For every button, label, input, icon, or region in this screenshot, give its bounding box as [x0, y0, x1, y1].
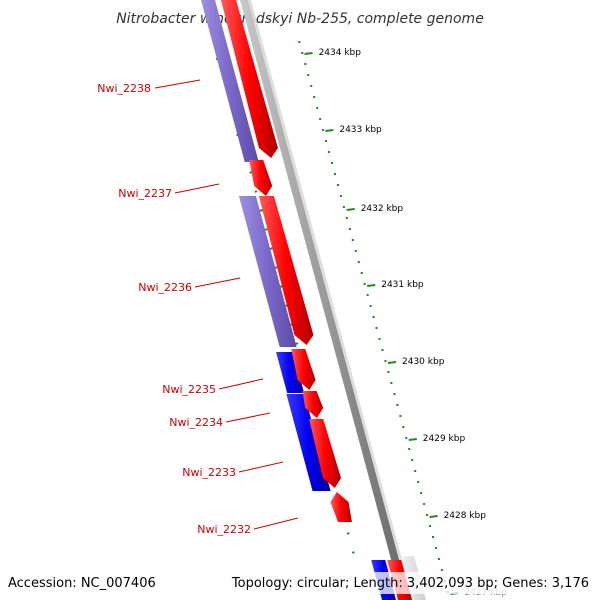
- scale-major-tick: [325, 129, 334, 132]
- gene-label-leader: [218, 378, 264, 390]
- scale-tick-track: [298, 41, 449, 593]
- gene-label-leaders: [154, 79, 299, 530]
- gene-nwi-2238-feature: [201, 0, 259, 162]
- gene-nwi-2232-feature: [330, 492, 352, 522]
- inner-tick: [249, 171, 253, 174]
- map-title: Nitrobacter winogradskyi Nb-255, complet…: [116, 11, 484, 27]
- gene-label-nwi-2233: Nwi_2233: [182, 466, 236, 479]
- scale-major-tick: [429, 515, 438, 518]
- gene-forward-feature: [258, 196, 314, 345]
- gene-forward-feature: [302, 391, 324, 418]
- backbone-ring-edge: [248, 0, 413, 600]
- gene-label-leader: [225, 412, 271, 423]
- scale-label: 2431 kbp: [381, 280, 424, 290]
- scale-label: 2428 kbp: [444, 511, 487, 521]
- inner-tick: [269, 247, 273, 250]
- inner-tick: [346, 532, 350, 535]
- gene-label-nwi-2234: Nwi_2234: [169, 416, 223, 429]
- scale-major-tick: [367, 284, 376, 287]
- gene-label-nwi-2235: Nwi_2235: [162, 383, 216, 396]
- gene-nwi-2237-feature: [249, 160, 273, 196]
- gene-label-leader: [253, 517, 299, 530]
- gene-features: [201, 0, 426, 600]
- scale-major-tick: [346, 208, 355, 211]
- gene-nwi-2235-feature: [276, 352, 305, 393]
- scale-label: 2430 kbp: [402, 357, 445, 367]
- accession-label: Accession: NC_007406: [8, 576, 156, 591]
- gene-label-leader: [238, 461, 284, 473]
- scale-major-tick: [304, 52, 313, 55]
- inner-tick: [264, 228, 268, 231]
- gene-nwi-2233-feature: [309, 419, 342, 488]
- inner-tick: [254, 190, 258, 193]
- gene-label-leader: [194, 277, 241, 288]
- gene-nwi-2236-feature: [238, 196, 297, 347]
- gene-label-leader: [154, 79, 201, 89]
- gene-label-nwi-2232: Nwi_2232: [197, 523, 251, 536]
- gene-label-nwi-2238: Nwi_2238: [97, 82, 151, 95]
- inner-tick: [351, 551, 355, 554]
- scale-label: 2429 kbp: [423, 434, 466, 444]
- inner-tick: [274, 266, 278, 269]
- scale-label: 2433 kbp: [339, 125, 382, 135]
- scale-label: 2432 kbp: [361, 204, 404, 214]
- gene-label-nwi-2237: Nwi_2237: [118, 187, 172, 200]
- inner-tick: [295, 342, 299, 345]
- gene-forward-feature: [221, 0, 278, 158]
- scale-major-tick: [408, 438, 417, 441]
- scale-major-tick: [387, 361, 397, 364]
- gene-forward-feature: [291, 349, 316, 390]
- gene-label-nwi-2236: Nwi_2236: [138, 281, 192, 294]
- scale-label: 2434 kbp: [319, 48, 362, 58]
- gene-label-leader: [174, 183, 220, 194]
- gene-nwi-2234-feature: [286, 394, 331, 491]
- backbone-ring: [240, 0, 410, 600]
- topology-label: Topology: circular; Length: 3,402,093 bp…: [231, 576, 589, 591]
